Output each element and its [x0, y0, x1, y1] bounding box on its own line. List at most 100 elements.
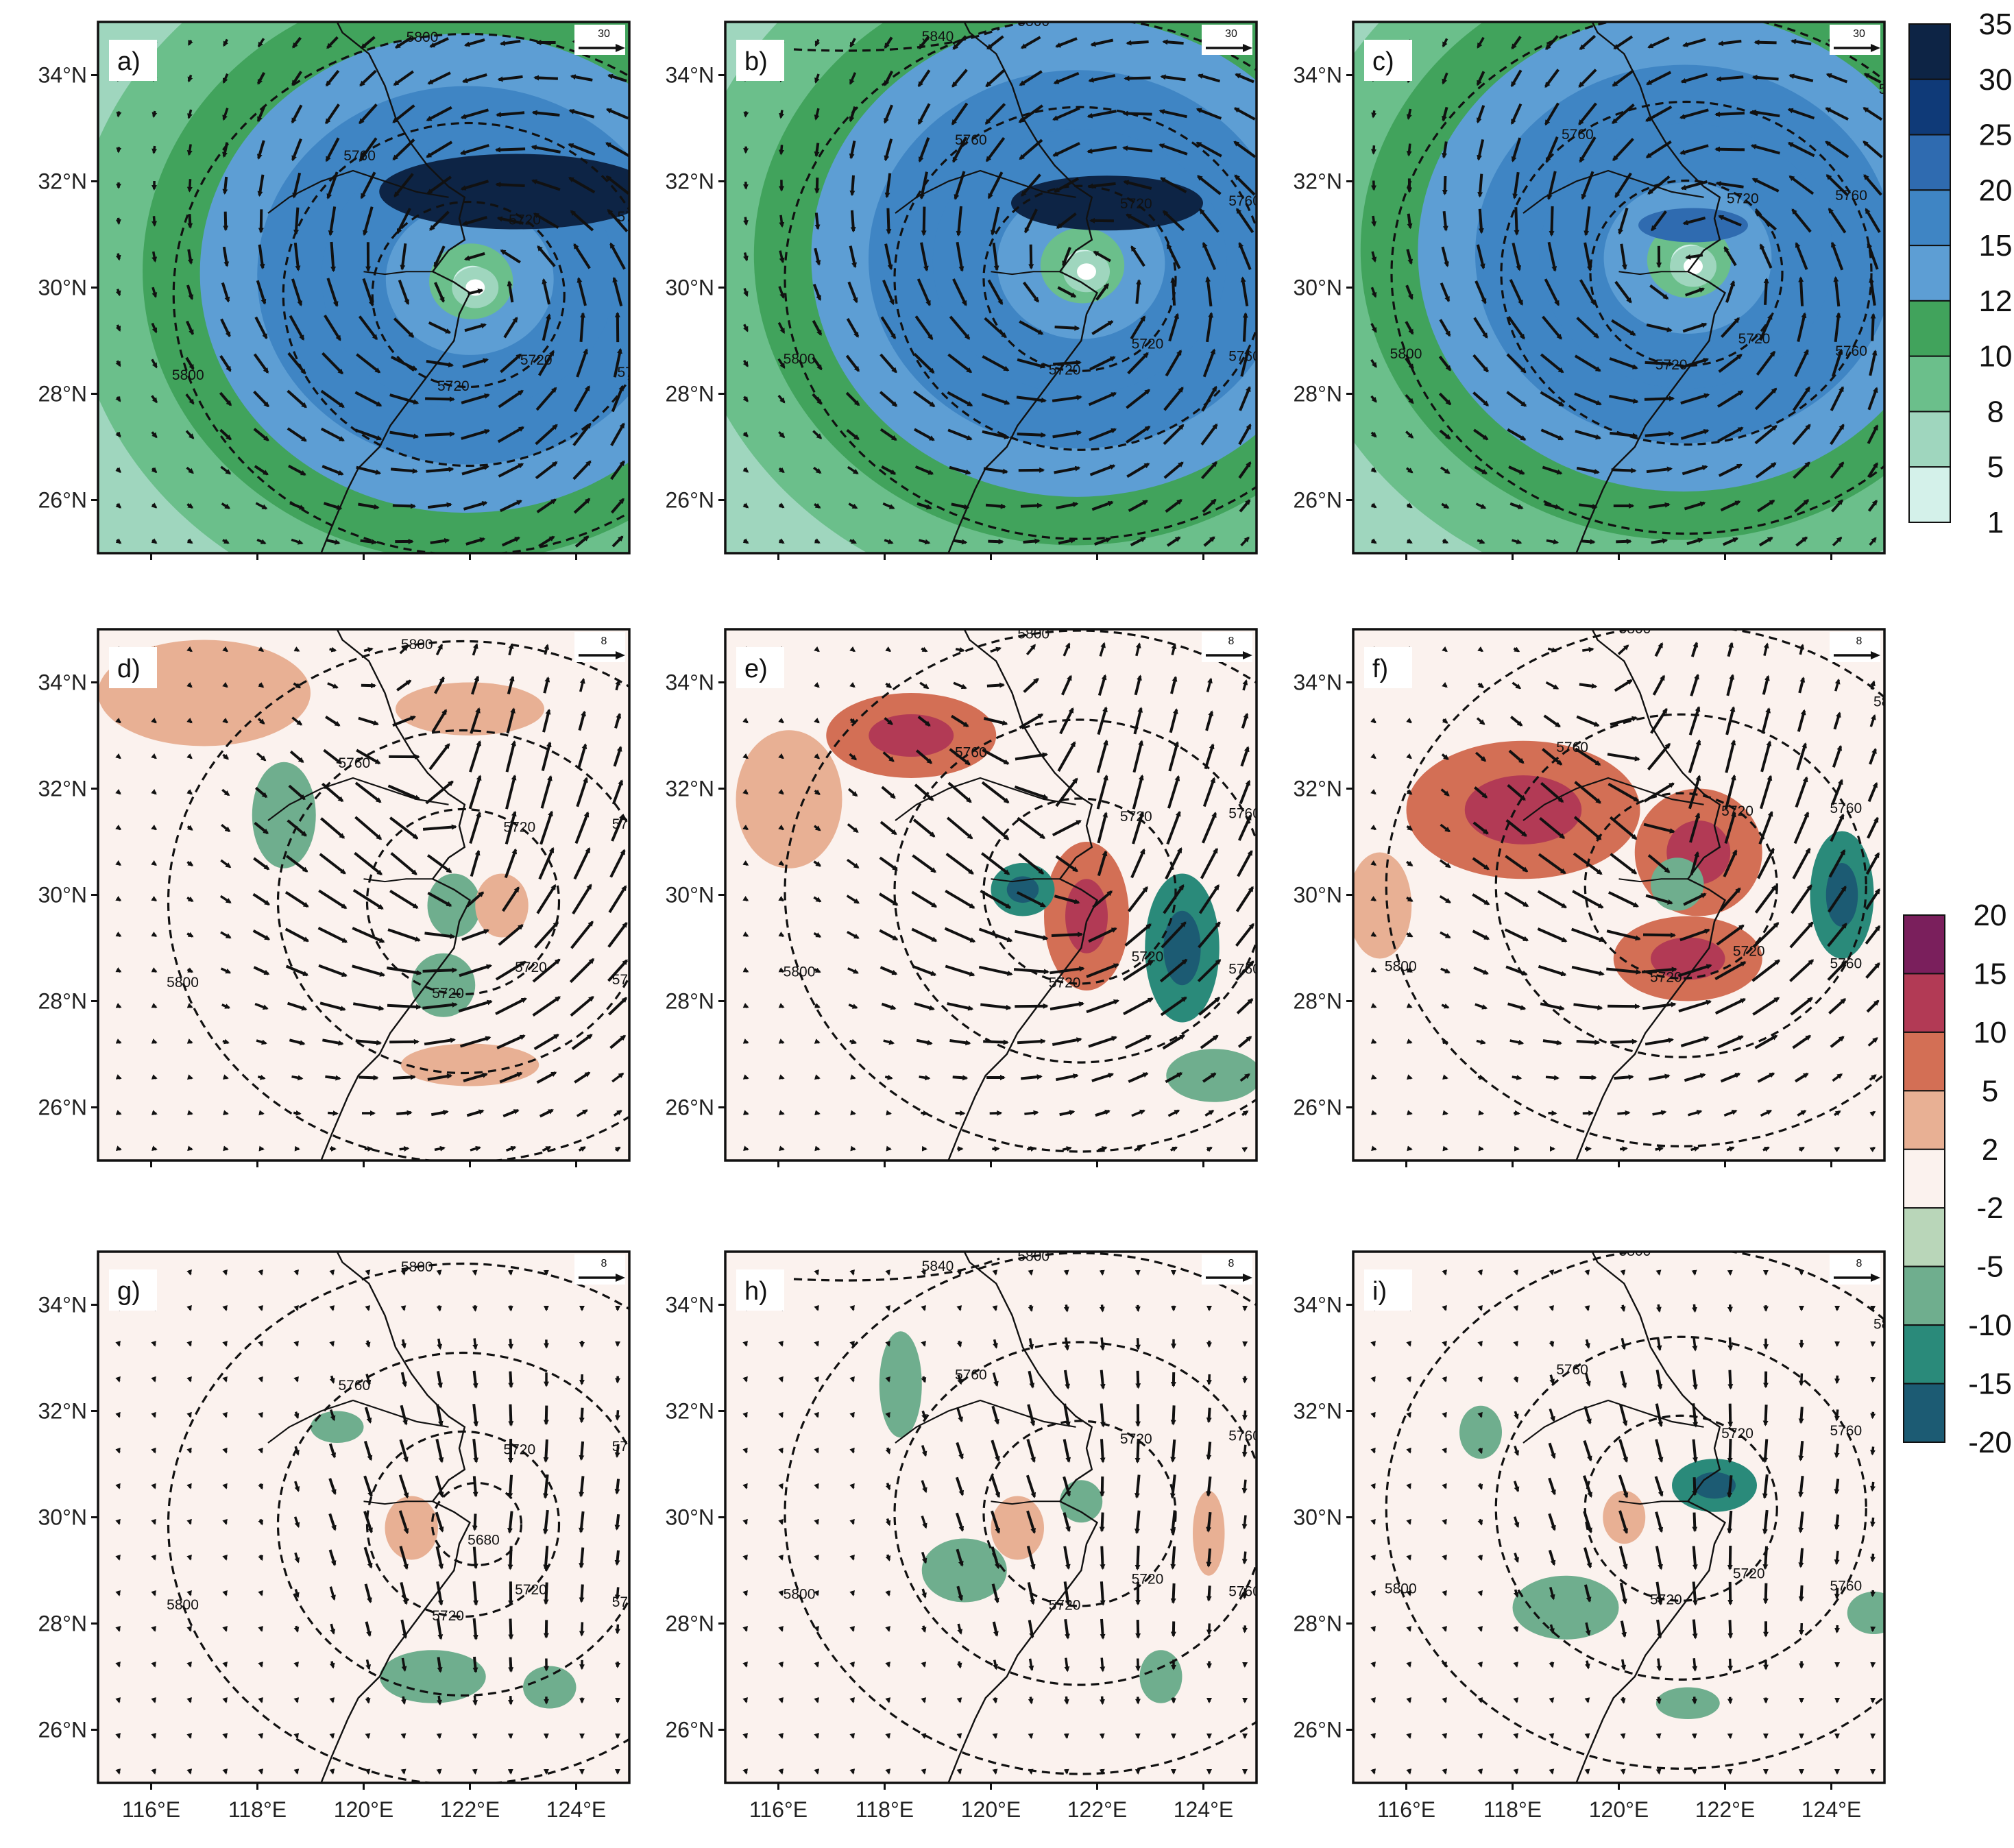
- wind-vector: [1582, 646, 1594, 653]
- wind-vector: [187, 1145, 193, 1152]
- wind-vector: [1546, 171, 1557, 201]
- wind-vector: [849, 1768, 856, 1775]
- wind-vector: [951, 502, 970, 510]
- eye: [1077, 263, 1096, 280]
- wind-vector: [777, 321, 786, 335]
- colorbar-label: 20: [1974, 899, 2007, 932]
- wind-vector: [257, 1074, 266, 1080]
- wind-vector: [845, 354, 860, 372]
- wind-vector: [115, 967, 122, 973]
- lon-tick-label: 122°E: [440, 1797, 500, 1822]
- reference-vector-bg: [1830, 632, 1880, 662]
- lat-tick-label: 26°N: [38, 1095, 88, 1120]
- wind-vector: [1718, 215, 1742, 227]
- wind-vector: [499, 499, 523, 513]
- wind-vector: [292, 36, 302, 49]
- wind-vector: [186, 1733, 193, 1739]
- wind-vector: [1126, 213, 1150, 228]
- wind-vector: [921, 1733, 927, 1739]
- wind-vector: [570, 210, 594, 232]
- wind-vector: [1759, 243, 1773, 269]
- wind-vector: [1584, 242, 1592, 272]
- map-panel-e: 580058005800576057605760572057205720e)83…: [666, 628, 1258, 1167]
- difference-patch: [1139, 1650, 1182, 1703]
- wind-vector: [436, 1768, 442, 1775]
- wind-vector: [151, 287, 158, 298]
- wind-vector: [1442, 1733, 1448, 1739]
- wind-vector: [921, 1110, 929, 1116]
- wind-vector: [814, 1411, 819, 1418]
- wind-vector: [985, 69, 1006, 88]
- wind-vector: [778, 1554, 784, 1561]
- wind-vector: [614, 1587, 620, 1601]
- wind-vector: [222, 1518, 228, 1525]
- wind-vector: [1611, 467, 1637, 474]
- wind-vector: [1054, 465, 1081, 474]
- contour-label: 5760: [338, 1378, 370, 1394]
- wind-vector: [1584, 1660, 1590, 1670]
- wind-vector: [607, 73, 627, 83]
- wind-vector: [1511, 36, 1522, 50]
- wind-vector: [429, 210, 450, 231]
- wind-vector: [1052, 106, 1080, 121]
- contour-label: 5800: [1017, 14, 1050, 29]
- wind-vector: [1512, 539, 1522, 545]
- wind-vector: [151, 1483, 156, 1490]
- wind-vector: [472, 1546, 478, 1570]
- wind-vector: [1370, 1554, 1376, 1561]
- wind-vector: [464, 38, 485, 47]
- wind-vector: [814, 1074, 821, 1080]
- wind-vector: [1241, 1444, 1248, 1458]
- wind-vector: [1506, 391, 1527, 407]
- wind-vector: [1474, 465, 1488, 475]
- wind-vector: [460, 180, 489, 191]
- wind-vector: [1684, 501, 1706, 511]
- wind-vector: [947, 353, 973, 374]
- wind-vector: [1798, 1407, 1804, 1424]
- wind-vector: [1091, 320, 1114, 335]
- wind-vector: [1611, 319, 1636, 337]
- wind-vector: [1612, 138, 1634, 161]
- wind-vector: [257, 174, 265, 197]
- wind-vector: [1477, 1555, 1483, 1561]
- wind-vector: [882, 279, 895, 306]
- wind-vector: [982, 430, 1010, 439]
- wind-vector: [1370, 1625, 1376, 1632]
- wind-vector: [287, 389, 307, 409]
- wind-vector: [292, 172, 302, 199]
- wind-vector: [1196, 108, 1222, 120]
- wind-vector: [1686, 537, 1704, 546]
- lat-tick-label: 28°N: [38, 1612, 88, 1636]
- wind-vector: [1762, 1405, 1769, 1426]
- lat-tick-label: 30°N: [38, 1505, 88, 1530]
- wind-vector: [956, 241, 964, 272]
- colorbar-segment: [1903, 1383, 1945, 1443]
- wind-vector: [1578, 102, 1597, 125]
- wind-vector: [1406, 1376, 1411, 1383]
- wind-vector: [1692, 1658, 1698, 1672]
- wind-vector: [778, 1483, 784, 1490]
- wind-vector: [1100, 1618, 1106, 1640]
- wind-vector: [607, 208, 629, 232]
- lat-tick-label: 34°N: [38, 1293, 88, 1317]
- wind-vector: [1370, 395, 1377, 403]
- wind-vector: [1090, 38, 1114, 47]
- difference-patch: [523, 1666, 577, 1709]
- wind-vector: [324, 315, 341, 341]
- wind-vector: [1828, 207, 1847, 234]
- wind-vector: [1242, 312, 1248, 342]
- lon-tick-label: 120°E: [1589, 1797, 1649, 1822]
- geopotential-contour-5760: [282, 121, 629, 467]
- wind-vector: [392, 138, 415, 160]
- wind-vector: [1507, 315, 1525, 340]
- wind-vector: [1052, 142, 1080, 157]
- wind-vector: [982, 355, 1010, 372]
- wind-vector: [496, 111, 525, 118]
- contour-label: 5800: [1873, 1317, 1906, 1333]
- colorbar-label: 35: [1979, 8, 2013, 41]
- wind-vector: [1477, 1518, 1483, 1526]
- wind-vector: [400, 243, 407, 271]
- wind-vector: [1019, 320, 1044, 335]
- wind-vector: [1509, 278, 1524, 306]
